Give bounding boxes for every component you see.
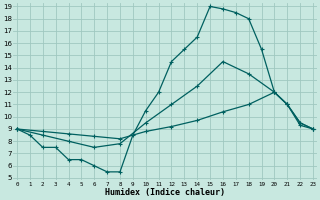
X-axis label: Humidex (Indice chaleur): Humidex (Indice chaleur) — [105, 188, 225, 197]
